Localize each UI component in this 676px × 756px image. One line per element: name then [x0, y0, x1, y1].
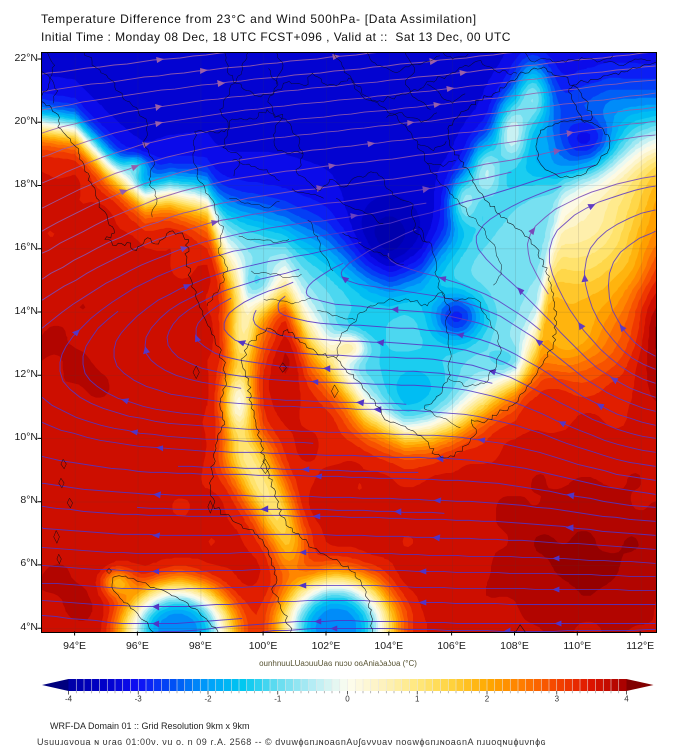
svg-text:-3: -3	[135, 695, 143, 704]
svg-text:0: 0	[345, 695, 350, 704]
svg-text:2: 2	[485, 695, 490, 704]
svg-text:-2: -2	[204, 695, 212, 704]
svg-text:-4: -4	[65, 695, 73, 704]
svg-text:-1: -1	[274, 695, 282, 704]
svg-text:3: 3	[555, 695, 560, 704]
svg-text:1: 1	[415, 695, 420, 704]
svg-text:4: 4	[624, 695, 629, 704]
